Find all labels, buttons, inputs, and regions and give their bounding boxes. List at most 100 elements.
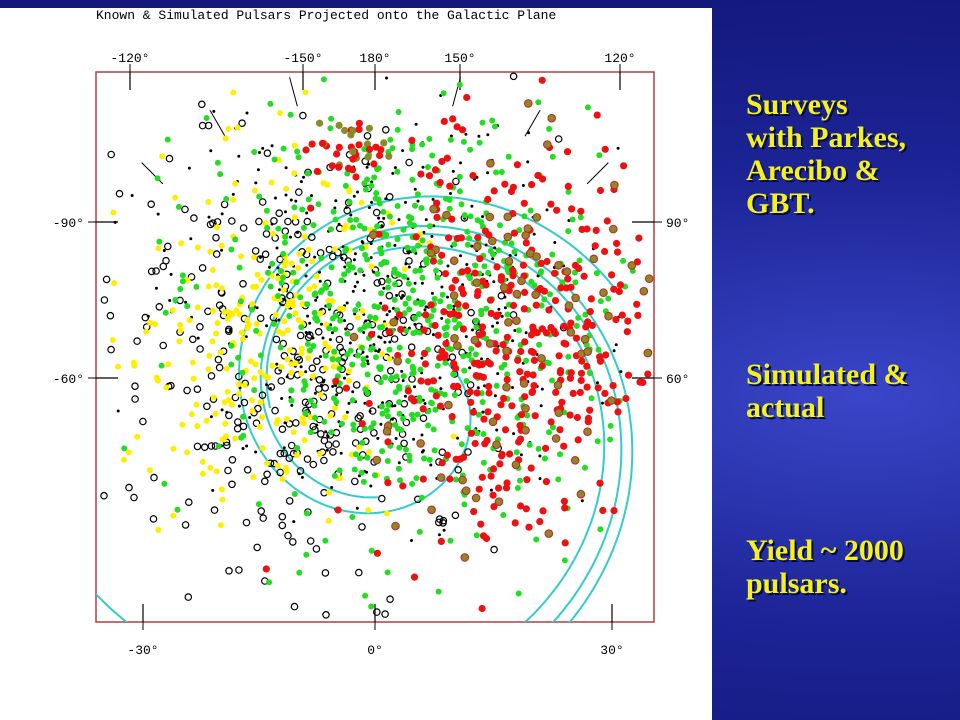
- data-point: [306, 314, 310, 318]
- data-point: [486, 171, 490, 175]
- data-point: [325, 448, 329, 452]
- data-point: [361, 425, 368, 432]
- data-point: [302, 382, 309, 389]
- data-point: [546, 429, 552, 436]
- data-point: [284, 531, 292, 540]
- data-point: [578, 357, 586, 365]
- data-point: [414, 411, 421, 418]
- data-point: [441, 325, 448, 332]
- data-point: [152, 267, 160, 275]
- data-point: [291, 204, 298, 211]
- data-point: [231, 192, 235, 196]
- data-point: [276, 468, 285, 477]
- data-point: [485, 212, 495, 222]
- data-point: [516, 227, 523, 234]
- data-point: [162, 309, 169, 316]
- data-point: [493, 263, 501, 271]
- data-point: [365, 399, 373, 408]
- data-point: [405, 295, 412, 302]
- data-point: [184, 277, 191, 284]
- data-point: [410, 369, 417, 376]
- data-point: [245, 444, 249, 448]
- data-point: [461, 501, 468, 508]
- right-tick-label: 90°: [666, 216, 689, 231]
- data-point: [147, 267, 156, 276]
- data-point: [240, 398, 249, 407]
- data-point: [596, 479, 604, 487]
- data-point: [236, 311, 243, 318]
- data-point: [150, 473, 158, 482]
- data-point: [155, 302, 164, 311]
- data-point: [257, 352, 264, 359]
- data-point: [321, 569, 330, 577]
- data-point: [217, 349, 224, 356]
- data-point: [331, 405, 338, 411]
- data-point: [193, 401, 200, 408]
- data-point: [385, 291, 394, 300]
- data-point: [427, 505, 436, 515]
- data-point: [521, 184, 525, 187]
- data-point: [464, 132, 468, 136]
- data-point: [239, 224, 248, 232]
- data-point: [125, 449, 132, 456]
- data-point: [322, 610, 330, 619]
- data-point: [352, 381, 361, 389]
- data-point: [485, 231, 493, 239]
- data-point: [340, 256, 344, 260]
- data-point: [443, 195, 449, 202]
- data-point: [601, 145, 609, 153]
- data-point: [452, 455, 460, 463]
- data-point: [271, 406, 279, 415]
- data-point: [405, 280, 412, 287]
- data-point: [346, 368, 353, 375]
- data-point: [300, 475, 304, 479]
- data-point: [485, 389, 493, 397]
- data-point: [311, 291, 318, 298]
- data-point: [275, 209, 284, 218]
- data-point: [248, 306, 255, 313]
- data-point: [517, 276, 526, 286]
- data-point: [450, 310, 458, 318]
- data-point: [362, 289, 366, 293]
- data-point: [450, 382, 458, 390]
- data-point: [258, 391, 267, 400]
- data-point: [251, 387, 258, 394]
- data-point: [489, 465, 498, 473]
- data-point: [479, 119, 486, 126]
- data-point: [172, 194, 179, 201]
- data-point: [349, 332, 359, 342]
- data-point: [434, 362, 441, 369]
- data-point: [232, 236, 239, 243]
- data-point: [111, 280, 118, 287]
- data-point: [348, 166, 357, 174]
- data-point: [438, 251, 446, 259]
- data-point: [209, 149, 213, 153]
- data-point: [320, 456, 328, 465]
- data-point: [429, 152, 436, 159]
- data-point: [163, 384, 170, 391]
- data-point: [467, 429, 475, 437]
- data-point: [529, 371, 537, 379]
- data-point: [358, 469, 365, 476]
- data-point: [205, 283, 212, 290]
- data-point: [359, 344, 365, 351]
- data-point: [316, 119, 324, 127]
- data-point: [431, 447, 438, 454]
- data-point: [467, 146, 474, 153]
- data-point: [225, 566, 233, 575]
- data-point: [445, 234, 453, 242]
- data-point: [176, 338, 183, 345]
- data-point: [373, 354, 379, 361]
- data-point: [390, 404, 394, 408]
- data-point: [306, 286, 313, 293]
- data-point: [280, 449, 289, 458]
- data-point: [362, 186, 369, 193]
- data-point: [324, 430, 328, 434]
- data-point: [404, 387, 412, 395]
- data-point: [490, 545, 498, 554]
- left-tick-label: -90°: [53, 216, 84, 231]
- data-point: [503, 212, 513, 222]
- data-point: [543, 140, 552, 149]
- data-point: [474, 217, 481, 224]
- data-point: [190, 375, 197, 382]
